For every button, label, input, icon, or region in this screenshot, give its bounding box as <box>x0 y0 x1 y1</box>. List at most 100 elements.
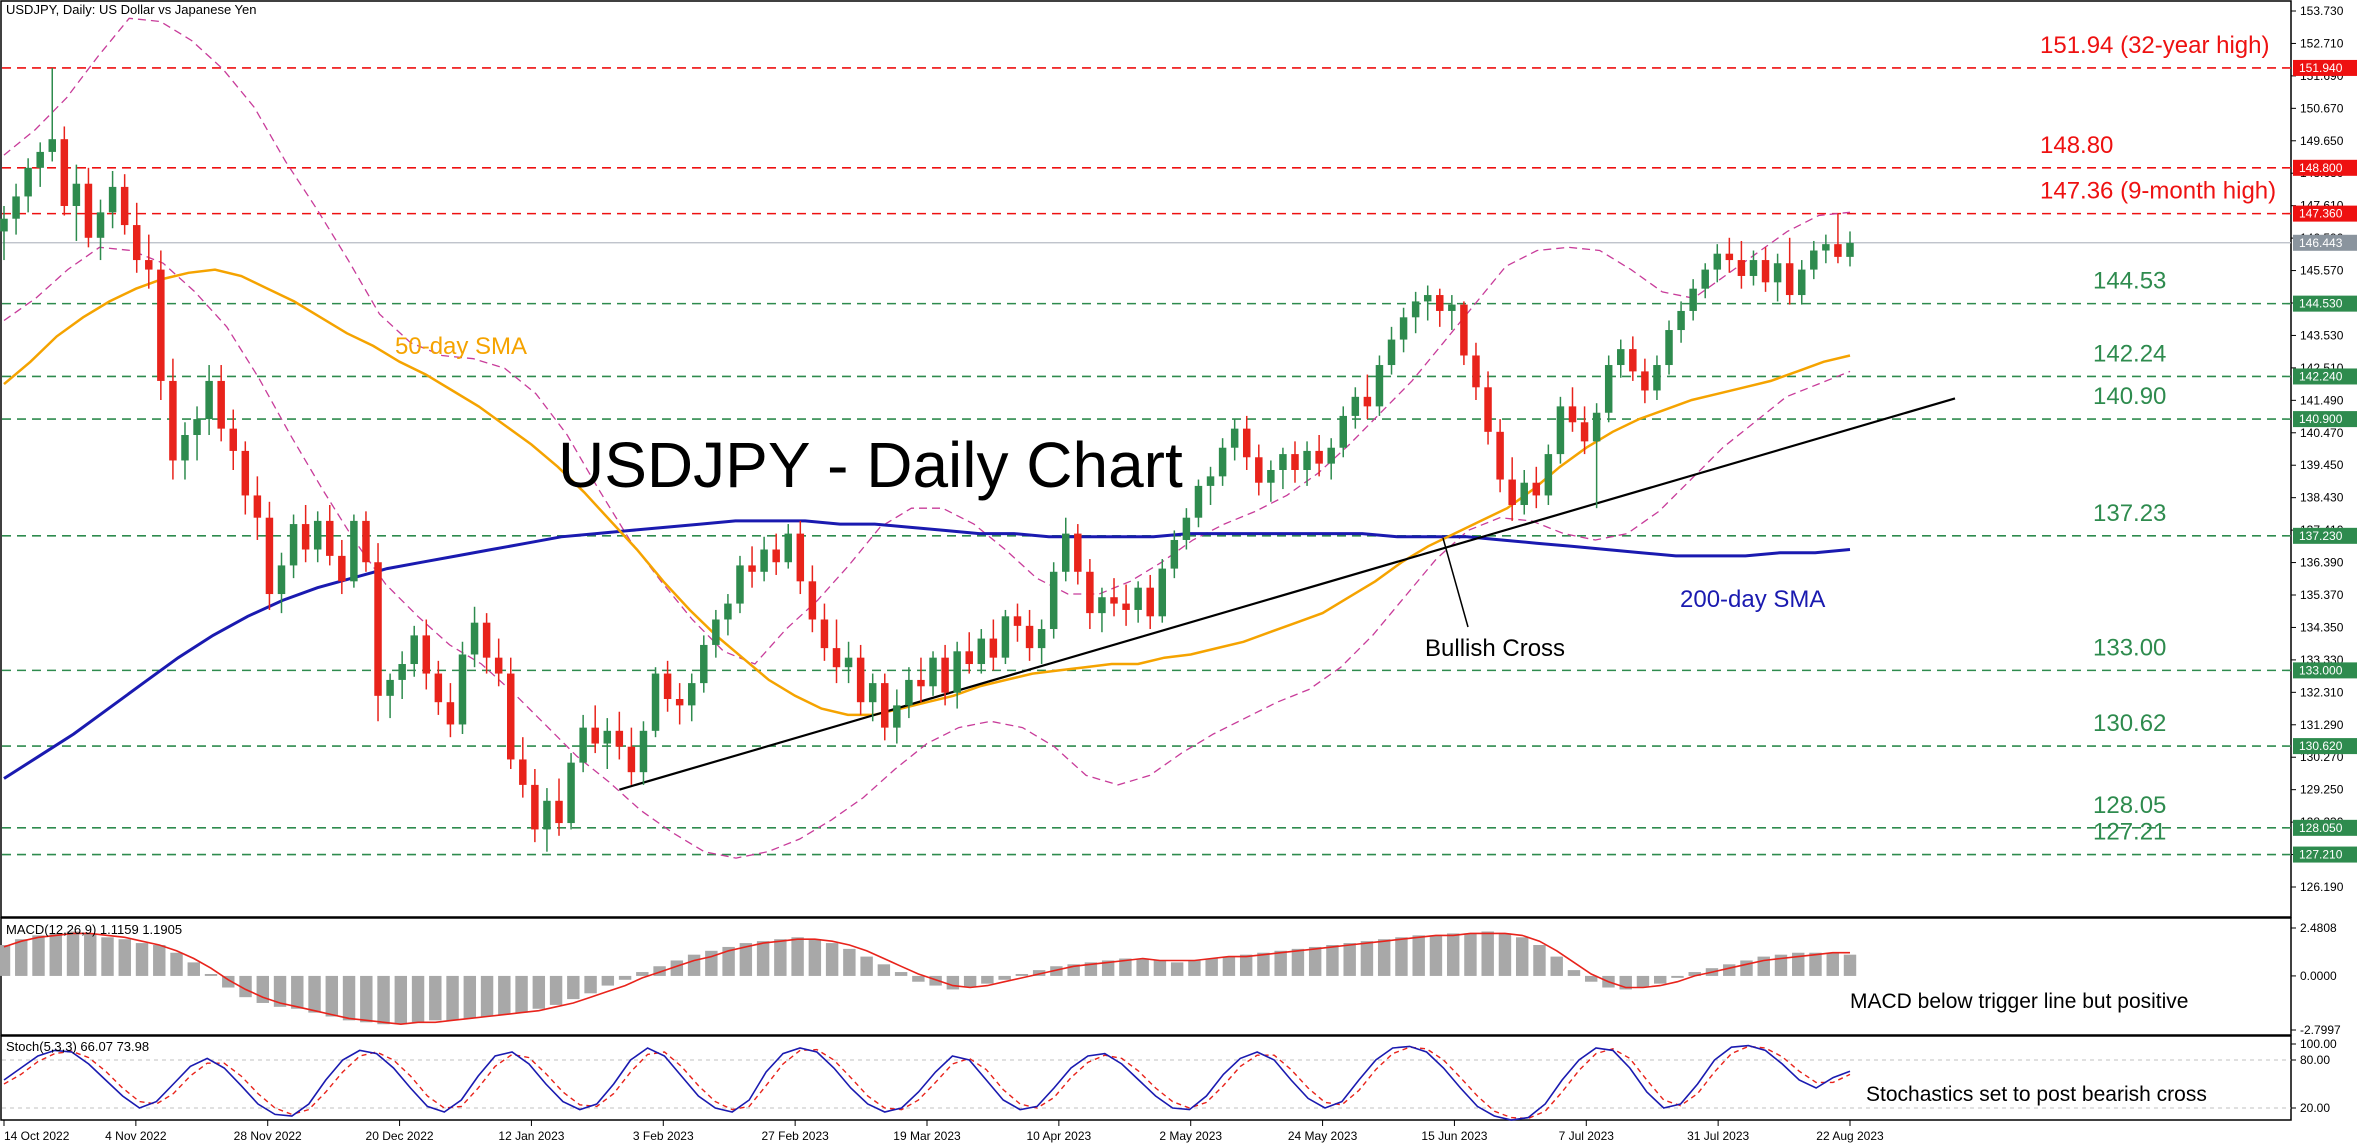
macd-histogram-bar <box>187 962 200 976</box>
candle <box>193 406 201 461</box>
macd-histogram-bar <box>1239 954 1253 976</box>
candle-body <box>543 800 551 830</box>
candle-body <box>253 495 262 518</box>
date-tick-label: 20 Dec 2022 <box>366 1129 434 1143</box>
level-axis-tag <box>2293 738 2357 755</box>
candle-body <box>1423 295 1432 302</box>
macd-histogram-bar <box>463 975 477 1019</box>
candle <box>724 594 732 636</box>
candle <box>1665 320 1673 375</box>
candle <box>1110 578 1118 617</box>
stoch-header: Stoch(5,3,3) 66.07 73.98 <box>6 1039 149 1054</box>
candle-body <box>639 730 648 773</box>
candle <box>1822 234 1830 264</box>
candle <box>1460 301 1468 366</box>
macd-histogram-bar <box>1050 966 1063 976</box>
macd-histogram-bar <box>49 933 62 976</box>
candle-body <box>1834 244 1842 257</box>
level-axis-tags: 151.940 148.800 147.360 144.530 142.240 140.9… <box>2293 59 2357 863</box>
candle-body <box>145 260 153 270</box>
candle <box>422 619 431 690</box>
candle-body <box>458 654 467 725</box>
candle <box>760 536 768 582</box>
candle <box>591 705 599 754</box>
macd-histogram-bar <box>808 939 822 976</box>
candle <box>1592 403 1601 509</box>
macd-histogram-bar <box>877 964 891 976</box>
macd-histogram-bar <box>342 975 356 1021</box>
candle <box>1279 447 1287 490</box>
candle <box>1641 358 1649 404</box>
macd-histogram-bar <box>1274 950 1287 976</box>
macd-histogram-bar <box>1188 960 1201 976</box>
macd-histogram-bar <box>1843 954 1857 976</box>
macd-histogram-bar <box>912 975 925 982</box>
bullish-cross-pointer <box>1442 537 1469 628</box>
macd-histogram-bar <box>1809 952 1822 976</box>
macd-histogram-bar <box>1084 962 1098 976</box>
date-tick-label: 4 Nov 2022 <box>105 1129 167 1143</box>
candle <box>1556 396 1565 464</box>
candle-body <box>169 380 177 461</box>
candle <box>1423 285 1432 321</box>
stochastic-indicator: 100.00 80.00 20.00 <box>2 1037 2337 1121</box>
price-tick-label: 138.430 <box>2300 491 2344 505</box>
candle-body <box>36 151 44 168</box>
candle-body <box>881 683 889 728</box>
candle-body <box>784 533 792 563</box>
candle <box>1713 244 1722 283</box>
candle <box>1761 247 1770 292</box>
candle <box>1327 438 1335 480</box>
macd-histogram-bar <box>601 975 615 986</box>
candle-body <box>181 435 189 461</box>
date-tick-label: 27 Feb 2023 <box>761 1129 829 1143</box>
level-axis-tag-label: 137.230 <box>2299 529 2343 543</box>
candle-body <box>1315 450 1323 464</box>
chart-title: USDJPY - Daily Chart <box>558 429 1183 501</box>
candle-body <box>905 679 913 706</box>
candle-body <box>1520 482 1528 505</box>
price-tick-label: 139.450 <box>2300 458 2344 472</box>
candle <box>1255 444 1263 496</box>
sma50-label: 50-day SMA <box>395 333 527 360</box>
bollinger-lower-line <box>3 246 1851 859</box>
candle-body <box>1351 396 1360 416</box>
candle <box>1508 457 1516 521</box>
level-label: 130.62 <box>2093 710 2166 737</box>
candle-body <box>301 524 310 550</box>
candle-body <box>48 139 57 152</box>
macd-histogram-bar <box>1774 954 1788 976</box>
candle <box>1146 574 1154 630</box>
candle-body <box>953 651 961 693</box>
candle-body <box>1448 304 1456 311</box>
macd-histogram-bar <box>791 937 804 976</box>
candle <box>470 606 479 668</box>
macd-tick-label: 0.0000 <box>2300 969 2337 983</box>
candle-body <box>1472 355 1480 388</box>
candle-body <box>1773 263 1782 283</box>
candle <box>350 514 358 588</box>
price-tick-label: 135.370 <box>2300 588 2344 602</box>
date-tick-label: 2 May 2023 <box>1159 1129 1222 1143</box>
candle-body <box>965 651 973 665</box>
candle-body <box>760 549 768 572</box>
candle-body <box>989 638 998 658</box>
candle-body <box>1653 365 1661 391</box>
moving-averages <box>3 268 1851 780</box>
macd-histogram-bar <box>670 960 684 976</box>
candle <box>313 511 322 563</box>
candle-body <box>1846 242 1854 257</box>
date-tick-label: 22 Aug 2023 <box>1816 1129 1884 1143</box>
candle <box>1629 336 1637 381</box>
macd-histogram-bar <box>1636 975 1650 988</box>
candle-body <box>108 186 117 213</box>
candle <box>796 520 805 595</box>
candle <box>96 199 105 261</box>
candle <box>1544 444 1553 505</box>
candle <box>1037 619 1046 665</box>
trendline-group <box>619 397 1956 791</box>
candle-body <box>917 679 925 687</box>
candle <box>1520 469 1528 515</box>
candle <box>120 174 129 235</box>
candle-body <box>1339 415 1347 448</box>
